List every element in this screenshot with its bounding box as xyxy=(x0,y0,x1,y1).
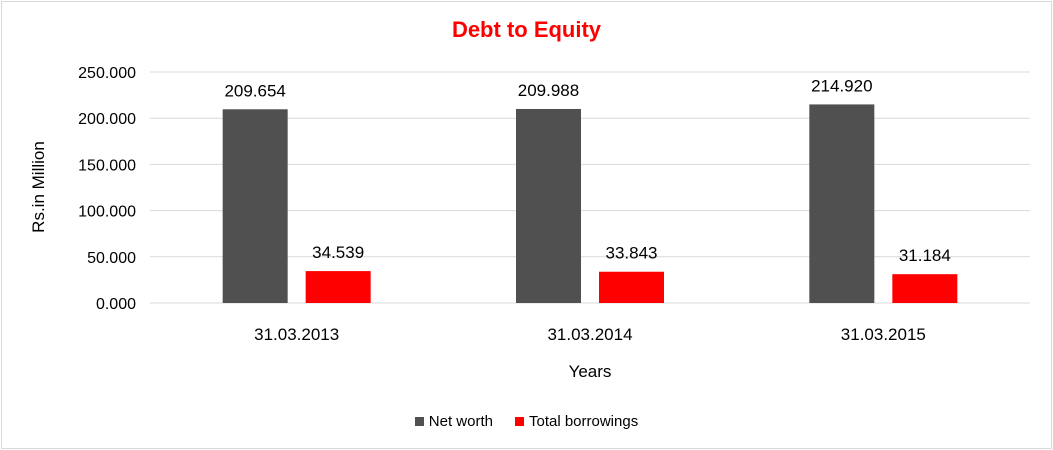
legend: Net worth Total borrowings xyxy=(0,413,1053,430)
y-tick-label: 150.000 xyxy=(78,157,136,174)
gridlines xyxy=(150,71,1030,304)
data-label: 209.988 xyxy=(518,81,579,100)
chart-title: Debt to Equity xyxy=(451,17,602,42)
data-label: 34.539 xyxy=(312,243,364,262)
bar-net-worth xyxy=(809,104,875,304)
legend-label-total-borrowings: Total borrowings xyxy=(528,413,639,430)
bars xyxy=(222,104,958,304)
y-axis-title: Rs.in Million xyxy=(29,141,48,233)
bar-net-worth xyxy=(516,108,581,303)
bar-total-borrowings xyxy=(599,271,664,303)
x-tick-label: 31.03.2014 xyxy=(547,325,632,344)
data-label: 31.184 xyxy=(899,246,951,265)
x-tick-label: 31.03.2013 xyxy=(254,325,339,344)
bar-net-worth xyxy=(222,109,288,304)
chart-plot: 0.000 50.000 100.000 150.000 200.000 250.000 2… xyxy=(29,65,1030,381)
x-axis-title: Years xyxy=(569,362,612,381)
y-tick-label: 100.000 xyxy=(78,204,136,221)
bar-total-borrowings xyxy=(892,274,958,303)
legend-label-net-worth: Net worth xyxy=(428,413,493,430)
y-tick-label: 50.000 xyxy=(87,250,136,267)
data-label: 214.920 xyxy=(811,76,872,95)
y-tick-label: 0.000 xyxy=(96,296,136,313)
data-label: 209.654 xyxy=(224,81,285,100)
legend-swatch-total-borrowings xyxy=(514,417,524,426)
legend-item-total-borrowings: Total borrowings xyxy=(514,413,639,430)
legend-swatch-net-worth xyxy=(414,417,424,426)
labels: 0.000 50.000 100.000 150.000 200.000 250.000 2… xyxy=(78,65,951,344)
data-label: 33.843 xyxy=(606,244,658,263)
x-tick-label: 31.03.2015 xyxy=(841,325,926,344)
bar-total-borrowings xyxy=(305,271,371,303)
legend-item-net-worth: Net worth xyxy=(414,413,493,430)
y-tick-label: 250.000 xyxy=(78,65,136,82)
y-tick-label: 200.000 xyxy=(78,111,136,128)
